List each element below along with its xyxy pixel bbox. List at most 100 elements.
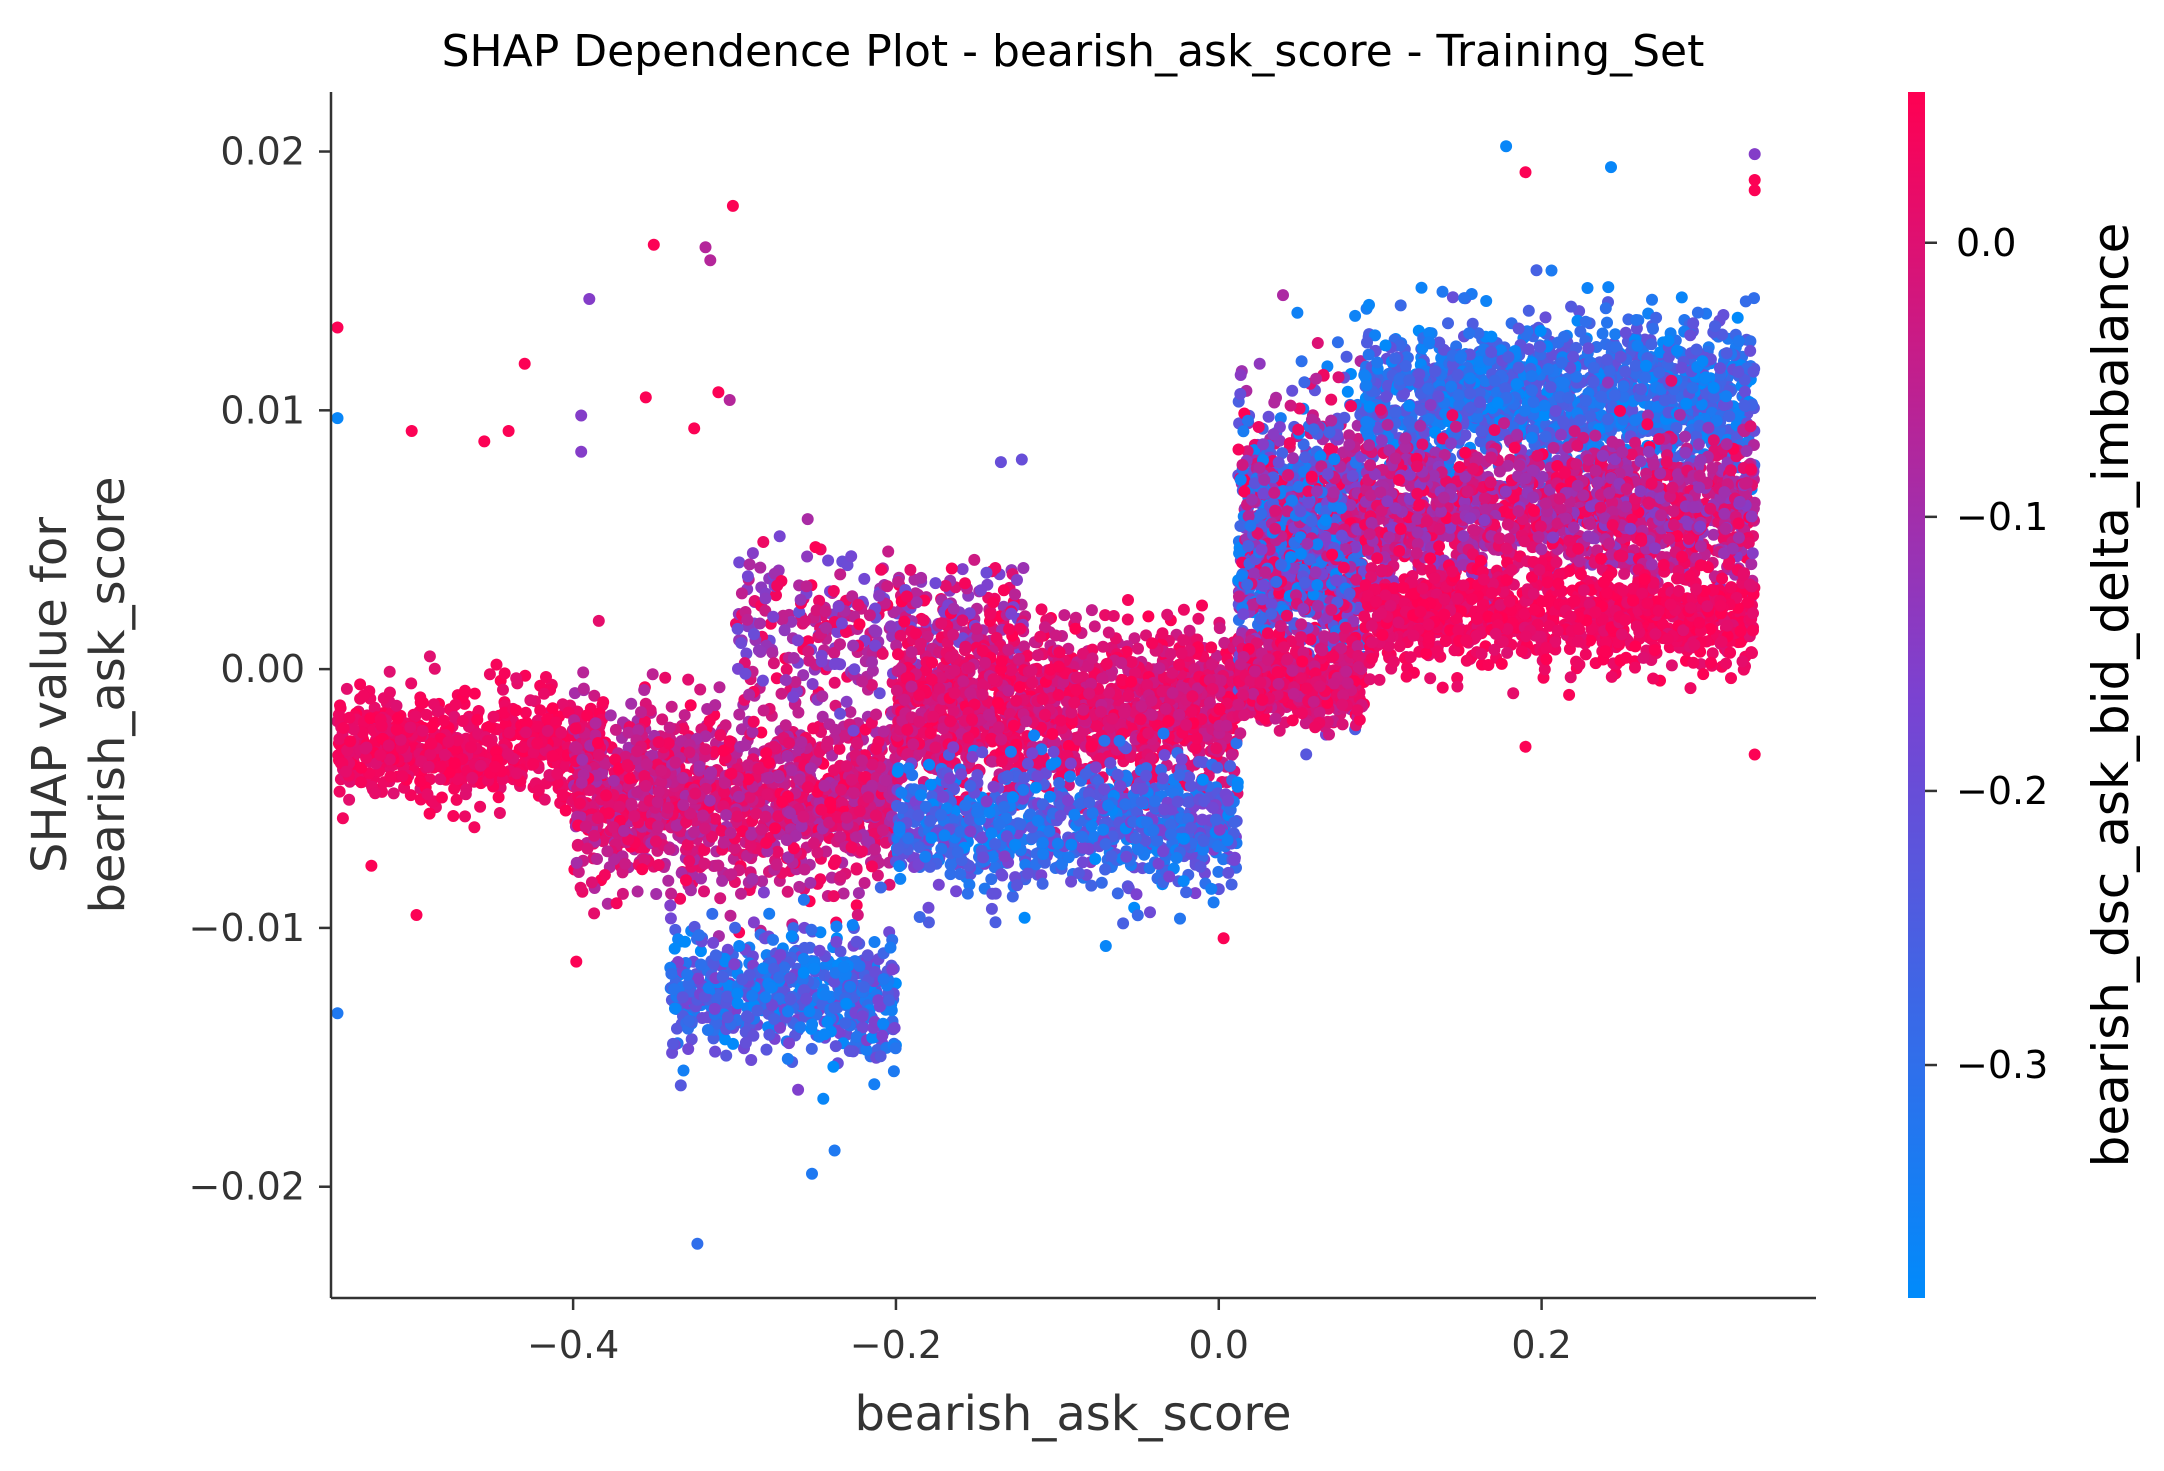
scatter-point (555, 726, 568, 739)
scatter-point (783, 1037, 795, 1050)
scatter-point (746, 726, 759, 738)
scatter-point (684, 699, 697, 712)
scatter-point (1131, 909, 1144, 922)
scatter-point (773, 971, 786, 984)
scatter-point (847, 639, 860, 652)
scatter-point (698, 857, 711, 870)
scatter-point (502, 748, 515, 761)
scatter-point (593, 749, 605, 761)
scatter-point (907, 738, 920, 751)
scatter-point (662, 874, 675, 887)
scatter-point (806, 1018, 819, 1031)
scatter-point (662, 737, 675, 750)
scatter-point (1213, 622, 1226, 635)
scatter-point (976, 688, 989, 701)
scatter-point (731, 810, 744, 823)
scatter-point (632, 724, 645, 737)
scatter-point (663, 843, 676, 856)
scatter-point (433, 705, 445, 718)
scatter-point (676, 772, 689, 784)
scatter-point (963, 661, 976, 674)
scatter-point (703, 714, 716, 727)
scatter-point (1013, 652, 1025, 665)
scatter-point (713, 681, 726, 694)
scatter-point (835, 783, 847, 796)
scatter-point (712, 859, 725, 872)
scatter-point (801, 781, 814, 794)
scatter-point (898, 615, 911, 628)
scatter-point (888, 1022, 901, 1034)
scatter-point (340, 765, 352, 778)
scatter-point (1156, 685, 1169, 698)
scatter-point (813, 944, 826, 957)
scatter-point (833, 638, 846, 651)
scatter-point (652, 820, 664, 833)
scatter-point (694, 958, 707, 971)
scatter-point (727, 1037, 739, 1050)
scatter-point (382, 739, 395, 752)
scatter-point (1145, 694, 1158, 707)
scatter-point (1205, 641, 1218, 654)
scatter-point (763, 1028, 776, 1041)
scatter-point (767, 657, 780, 670)
scatter-point (850, 862, 863, 875)
scatter-point (889, 1042, 902, 1055)
scatter-point (610, 897, 623, 910)
scatter-point (759, 810, 772, 823)
scatter-point (829, 1040, 842, 1053)
scatter-point (638, 684, 651, 696)
scatter-point (816, 690, 829, 703)
scatter-point (664, 912, 677, 925)
scatter-point (791, 634, 804, 647)
scatter-point (682, 1043, 695, 1055)
scatter-point (725, 868, 738, 881)
scatter-point (774, 948, 787, 961)
scatter-point (745, 828, 758, 841)
scatter-point (863, 609, 876, 622)
scatter-point (800, 992, 813, 1005)
scatter-point (697, 809, 709, 822)
scatter-point (423, 650, 436, 663)
scatter-point (1025, 664, 1038, 677)
scatter-point (651, 796, 664, 808)
scatter-point (531, 737, 544, 750)
scatter-point (357, 689, 370, 702)
scatter-point (435, 791, 448, 804)
scatter-point (1069, 611, 1082, 624)
scatter-point (997, 584, 1010, 597)
scatter-point (420, 708, 433, 721)
scatter-point (438, 748, 451, 761)
scatter-point (383, 686, 396, 699)
scatter-point (824, 796, 837, 809)
scatter-point (341, 744, 354, 757)
scatter-point (948, 687, 961, 700)
scatter-point (336, 812, 349, 825)
scatter-point (882, 545, 895, 558)
scatter-point (694, 683, 707, 696)
chart-title: SHAP Dependence Plot - bearish_ask_score… (442, 26, 1705, 77)
scatter-point (843, 1045, 856, 1057)
scatter-point (900, 590, 913, 603)
scatter-point (550, 716, 563, 729)
scatter-point (944, 651, 957, 664)
scatter-point (404, 721, 417, 734)
scatter-point (556, 698, 569, 711)
scatter-point (481, 735, 494, 747)
scatter-point (474, 800, 487, 813)
scatter-point (964, 687, 977, 699)
scatter-point (422, 760, 435, 773)
scatter-point (818, 1028, 831, 1041)
scatter-point (405, 677, 418, 690)
scatter-point (650, 888, 663, 900)
scatter-point (707, 936, 720, 949)
scatter-point (872, 994, 885, 1007)
scatter-point (497, 683, 509, 696)
scatter-point (384, 770, 397, 783)
scatter-point (746, 989, 759, 1002)
scatter-point (699, 743, 712, 756)
scatter-point (1034, 630, 1047, 643)
scatter-point (927, 710, 940, 723)
scatter-point (1153, 662, 1166, 675)
scatter-point (866, 758, 879, 771)
scatter-point (1049, 629, 1062, 642)
